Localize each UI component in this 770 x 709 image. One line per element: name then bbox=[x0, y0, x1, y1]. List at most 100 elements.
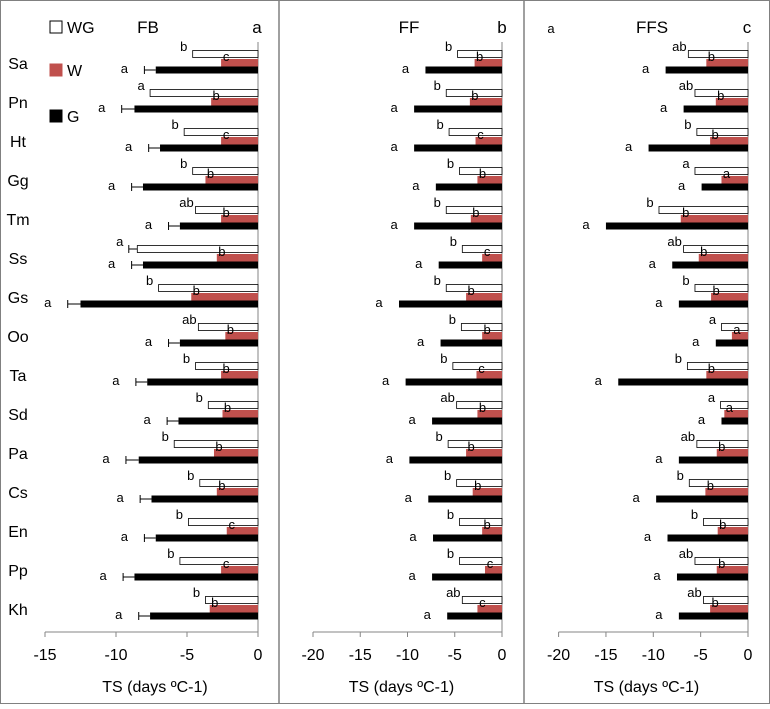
bar-WG-Ss bbox=[683, 245, 749, 253]
bar-W-Sd bbox=[477, 410, 502, 418]
bar-WG-Ss bbox=[136, 245, 259, 253]
letter-W-Sd: a bbox=[726, 400, 734, 415]
letter-WG-Gs: b bbox=[146, 273, 153, 288]
bar-WG-Cs bbox=[456, 479, 503, 487]
bar-W-Cs bbox=[216, 488, 258, 496]
letter-W-Ss: b bbox=[700, 244, 707, 259]
x-tick-label: 0 bbox=[744, 647, 753, 664]
bar-G-Kh bbox=[150, 612, 258, 620]
letter-G-Sa: a bbox=[121, 61, 129, 76]
letter-W-En: c bbox=[229, 517, 236, 532]
letter-WG-Cs: b bbox=[677, 468, 684, 483]
bar-W-Sa bbox=[474, 59, 502, 67]
bar-G-En bbox=[433, 534, 502, 542]
letter-W-Kh: b bbox=[712, 595, 719, 610]
letter-W-Ht: c bbox=[223, 127, 230, 142]
bar-G-Tm bbox=[414, 222, 502, 230]
letter-G-Gg: a bbox=[412, 178, 420, 193]
bar-W-En bbox=[717, 527, 748, 535]
category-label-Sd: Sd bbox=[8, 407, 28, 424]
x-tick-label: -10 bbox=[396, 647, 419, 664]
bar-W-Sa bbox=[221, 59, 258, 67]
category-label-Kh: Kh bbox=[8, 602, 28, 619]
bar-W-Gs bbox=[191, 293, 258, 301]
letter-G-Pp: a bbox=[99, 568, 107, 583]
bar-WG-Kh bbox=[461, 596, 503, 604]
letter-WG-Gg: a bbox=[682, 156, 690, 171]
letter-WG-Cs: b bbox=[187, 468, 194, 483]
bar-WG-Sa bbox=[457, 50, 503, 58]
bar-G-Sd bbox=[432, 417, 502, 425]
letter-WG-Pp: b bbox=[447, 546, 454, 561]
letter-WG-Ht: b bbox=[172, 117, 179, 132]
bar-G-Gs bbox=[678, 300, 748, 308]
letter-WG-Sd: a bbox=[708, 390, 716, 405]
bar-W-Pp bbox=[716, 566, 748, 574]
bar-W-Gg bbox=[205, 176, 258, 184]
letter-WG-Tm: b bbox=[434, 195, 441, 210]
bar-W-Kh bbox=[477, 605, 502, 613]
letter-G-Cs: a bbox=[117, 490, 125, 505]
letter-WG-Gs: b bbox=[434, 273, 441, 288]
bar-G-Ta bbox=[147, 378, 258, 386]
panel-letter: c bbox=[743, 18, 752, 37]
bar-W-Pa bbox=[213, 449, 258, 457]
legend-swatch-WG bbox=[49, 20, 63, 34]
letter-WG-Ss: ab bbox=[667, 234, 681, 249]
letter-W-Oo: b bbox=[227, 322, 234, 337]
letter-WG-Gg: b bbox=[447, 156, 454, 171]
bar-W-Pn bbox=[469, 98, 502, 106]
category-label-Oo: Oo bbox=[7, 329, 28, 346]
letter-W-Pn: b bbox=[471, 88, 478, 103]
bar-WG-Ta bbox=[452, 362, 503, 370]
letter-G-Gg: a bbox=[108, 178, 116, 193]
letter-WG-Ss: a bbox=[116, 234, 124, 249]
bar-WG-Kh bbox=[205, 596, 259, 604]
bar-G-Sd bbox=[178, 417, 258, 425]
bar-G-Sd bbox=[721, 417, 748, 425]
letter-W-Tm: b bbox=[222, 205, 229, 220]
letter-G-Gs: a bbox=[375, 295, 383, 310]
bar-W-Ss bbox=[216, 254, 258, 262]
letter-WG-En: b bbox=[447, 507, 454, 522]
letter-WG-Ht: b bbox=[436, 117, 443, 132]
bar-WG-Ht bbox=[183, 128, 259, 136]
bar-WG-Pa bbox=[696, 440, 749, 448]
letter-WG-Ta: b bbox=[675, 351, 682, 366]
bar-W-Ta bbox=[706, 371, 748, 379]
bar-G-Tm bbox=[605, 222, 748, 230]
bar-G-Pp bbox=[676, 573, 748, 581]
x-tick-label: -5 bbox=[694, 647, 708, 664]
letter-WG-Tm: ab bbox=[179, 195, 193, 210]
letter-W-En: b bbox=[719, 517, 726, 532]
bar-W-Pp bbox=[484, 566, 502, 574]
bar-G-En bbox=[155, 534, 258, 542]
x-tick-label: -15 bbox=[594, 647, 617, 664]
letter-G-Pa: a bbox=[655, 451, 663, 466]
bar-G-Cs bbox=[151, 495, 258, 503]
letter-W-Ht: c bbox=[477, 127, 484, 142]
letter-G-Oo: a bbox=[692, 334, 700, 349]
bar-WG-Gg bbox=[192, 167, 259, 175]
bar-W-Ta bbox=[476, 371, 502, 379]
bar-WG-En bbox=[188, 518, 259, 526]
bar-WG-Tm bbox=[445, 206, 503, 214]
x-tick-label: -15 bbox=[33, 647, 56, 664]
bar-G-Ta bbox=[618, 378, 748, 386]
category-label-Ta: Ta bbox=[10, 368, 27, 385]
bar-WG-Ht bbox=[448, 128, 503, 136]
letter-W-Pa: b bbox=[718, 439, 725, 454]
x-tick-label: 0 bbox=[254, 647, 263, 664]
letter-W-Ss: b bbox=[218, 244, 225, 259]
bar-W-Ht bbox=[710, 137, 748, 145]
letter-W-Pn: b bbox=[717, 88, 724, 103]
letter-WG-Ta: b bbox=[183, 351, 190, 366]
letter-G-Pn: a bbox=[660, 100, 668, 115]
bar-W-Oo bbox=[731, 332, 748, 340]
category-label-Ss: Ss bbox=[9, 251, 28, 268]
bar-WG-Sd bbox=[456, 401, 503, 409]
bar-W-Sa bbox=[706, 59, 748, 67]
bar-WG-Pn bbox=[694, 89, 749, 97]
